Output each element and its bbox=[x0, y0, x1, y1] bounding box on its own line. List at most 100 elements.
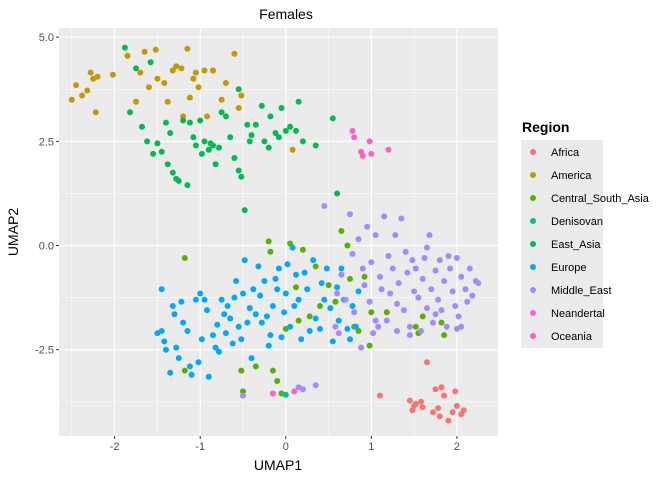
data-point bbox=[424, 305, 430, 312]
data-point bbox=[445, 417, 452, 424]
data-point bbox=[171, 311, 178, 318]
data-point bbox=[415, 294, 422, 301]
data-point bbox=[231, 294, 238, 301]
data-point bbox=[453, 325, 460, 332]
data-point bbox=[274, 286, 281, 293]
data-point bbox=[161, 80, 168, 86]
data-point bbox=[398, 215, 405, 222]
data-point bbox=[306, 328, 313, 334]
data-point bbox=[436, 413, 443, 420]
data-point bbox=[216, 144, 222, 151]
data-point bbox=[291, 388, 298, 395]
legend-label: Oceania bbox=[551, 331, 593, 343]
data-point bbox=[325, 282, 332, 289]
y-tick-label: 2.5 bbox=[39, 136, 54, 148]
data-point bbox=[317, 303, 323, 309]
y-tick-label: 0.0 bbox=[39, 241, 54, 253]
data-point bbox=[198, 150, 205, 157]
data-point bbox=[231, 50, 238, 57]
data-point bbox=[229, 340, 236, 347]
data-point bbox=[109, 71, 116, 78]
data-point bbox=[424, 359, 430, 366]
data-point bbox=[376, 392, 383, 399]
data-point bbox=[436, 257, 443, 264]
data-point bbox=[186, 119, 193, 126]
data-point bbox=[411, 288, 418, 295]
data-point bbox=[175, 177, 182, 184]
data-point bbox=[173, 63, 180, 70]
data-point bbox=[435, 405, 442, 412]
data-point bbox=[441, 332, 448, 339]
legend-key bbox=[530, 195, 536, 201]
data-point bbox=[267, 248, 274, 255]
data-point bbox=[312, 142, 319, 149]
data-point bbox=[141, 48, 148, 55]
data-point bbox=[355, 236, 362, 243]
data-point bbox=[127, 109, 133, 116]
legend-key bbox=[530, 333, 536, 339]
data-point bbox=[358, 344, 365, 351]
data-point bbox=[218, 109, 225, 116]
data-point bbox=[299, 246, 306, 253]
data-point bbox=[453, 403, 460, 409]
data-point bbox=[475, 280, 482, 287]
legend-label: Central_South_Asia bbox=[551, 193, 650, 205]
data-point bbox=[150, 150, 157, 157]
data-point bbox=[332, 298, 339, 305]
data-point bbox=[186, 94, 193, 101]
data-point bbox=[394, 328, 400, 334]
data-point bbox=[412, 323, 419, 330]
data-point bbox=[252, 311, 259, 318]
data-point bbox=[188, 371, 195, 378]
data-point bbox=[184, 182, 191, 189]
data-point bbox=[269, 367, 276, 374]
data-point bbox=[383, 309, 390, 316]
data-point bbox=[392, 232, 399, 239]
data-point bbox=[248, 132, 255, 139]
data-point bbox=[301, 269, 308, 276]
data-point bbox=[406, 397, 413, 404]
data-point bbox=[321, 203, 328, 209]
data-point bbox=[287, 323, 294, 330]
data-point bbox=[167, 369, 174, 376]
data-point bbox=[258, 102, 265, 109]
data-point bbox=[181, 367, 188, 374]
data-point bbox=[121, 44, 128, 51]
data-point bbox=[224, 303, 231, 309]
data-point bbox=[441, 278, 448, 284]
data-point bbox=[366, 342, 373, 349]
data-point bbox=[432, 386, 439, 393]
data-point bbox=[204, 113, 210, 120]
data-point bbox=[351, 134, 358, 141]
data-point bbox=[184, 45, 191, 52]
legend-key bbox=[530, 310, 536, 316]
data-point bbox=[338, 265, 345, 272]
data-point bbox=[443, 323, 450, 330]
x-tick-label: -2 bbox=[110, 441, 120, 453]
data-point bbox=[195, 84, 202, 91]
y-axis-label: UMAP2 bbox=[5, 208, 21, 256]
data-point bbox=[419, 313, 426, 320]
data-point bbox=[222, 330, 229, 337]
data-point bbox=[154, 330, 161, 337]
scatter-points bbox=[68, 44, 482, 424]
legend-label: Africa bbox=[551, 147, 580, 159]
data-point bbox=[445, 253, 452, 259]
data-point bbox=[312, 315, 319, 322]
data-point bbox=[342, 296, 349, 303]
data-point bbox=[359, 265, 366, 272]
y-axis: -2.5 0.0 2.5 5.0 bbox=[35, 32, 59, 357]
data-point bbox=[164, 161, 171, 168]
data-point bbox=[430, 409, 436, 416]
data-point bbox=[210, 332, 216, 339]
data-point bbox=[394, 300, 400, 307]
data-point bbox=[265, 238, 272, 245]
x-tick-label: 1 bbox=[368, 441, 374, 453]
data-point bbox=[222, 113, 229, 120]
data-point bbox=[92, 109, 99, 116]
data-point bbox=[212, 161, 219, 168]
data-point bbox=[335, 330, 342, 337]
data-point bbox=[68, 96, 75, 103]
data-point bbox=[246, 138, 253, 145]
data-point bbox=[378, 286, 385, 293]
